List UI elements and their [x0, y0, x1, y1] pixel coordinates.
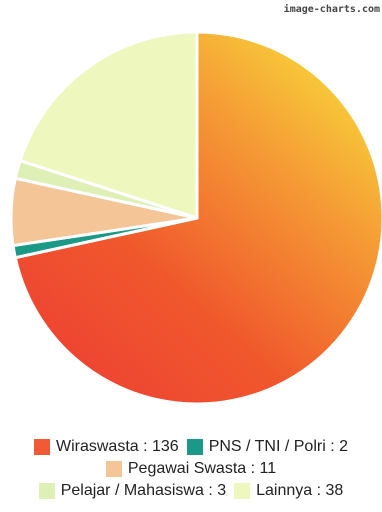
legend-label-lainnya: Lainnya : 38 — [256, 482, 344, 499]
legend-swatch-pegawai-swasta — [105, 461, 122, 477]
pie-slice-wiraswasta — [13, 30, 382, 406]
legend-row-3: Pelajar / Mahasiswa : 3 Lainnya : 38 — [0, 480, 382, 502]
legend-swatch-lainnya — [234, 483, 251, 499]
legend-swatch-pns — [186, 439, 203, 455]
pie-chart — [9, 30, 382, 406]
legend-item-pelajar: Pelajar / Mahasiswa : 3 — [38, 482, 227, 500]
legend-label-pns: PNS / TNI / Polri : 2 — [208, 438, 348, 455]
legend-swatch-wiraswasta — [33, 439, 50, 455]
legend-item-wiraswasta: Wiraswasta : 136 — [33, 438, 179, 456]
legend-item-pegawai-swasta: Pegawai Swasta : 11 — [105, 460, 277, 478]
legend: Wiraswasta : 136 PNS / TNI / Polri : 2 P… — [0, 436, 382, 502]
legend-item-lainnya: Lainnya : 38 — [234, 482, 343, 500]
legend-label-pegawai-swasta: Pegawai Swasta : 11 — [127, 460, 277, 477]
legend-row-2: Pegawai Swasta : 11 — [0, 458, 382, 480]
legend-item-pns: PNS / TNI / Polri : 2 — [186, 438, 348, 456]
legend-label-wiraswasta: Wiraswasta : 136 — [55, 438, 179, 455]
legend-swatch-pelajar — [38, 483, 55, 499]
watermark: image-charts.com — [283, 4, 380, 15]
legend-label-pelajar: Pelajar / Mahasiswa : 3 — [60, 482, 227, 499]
legend-row-1: Wiraswasta : 136 PNS / TNI / Polri : 2 — [0, 436, 382, 458]
pie-slice-lainnya — [18, 30, 199, 220]
